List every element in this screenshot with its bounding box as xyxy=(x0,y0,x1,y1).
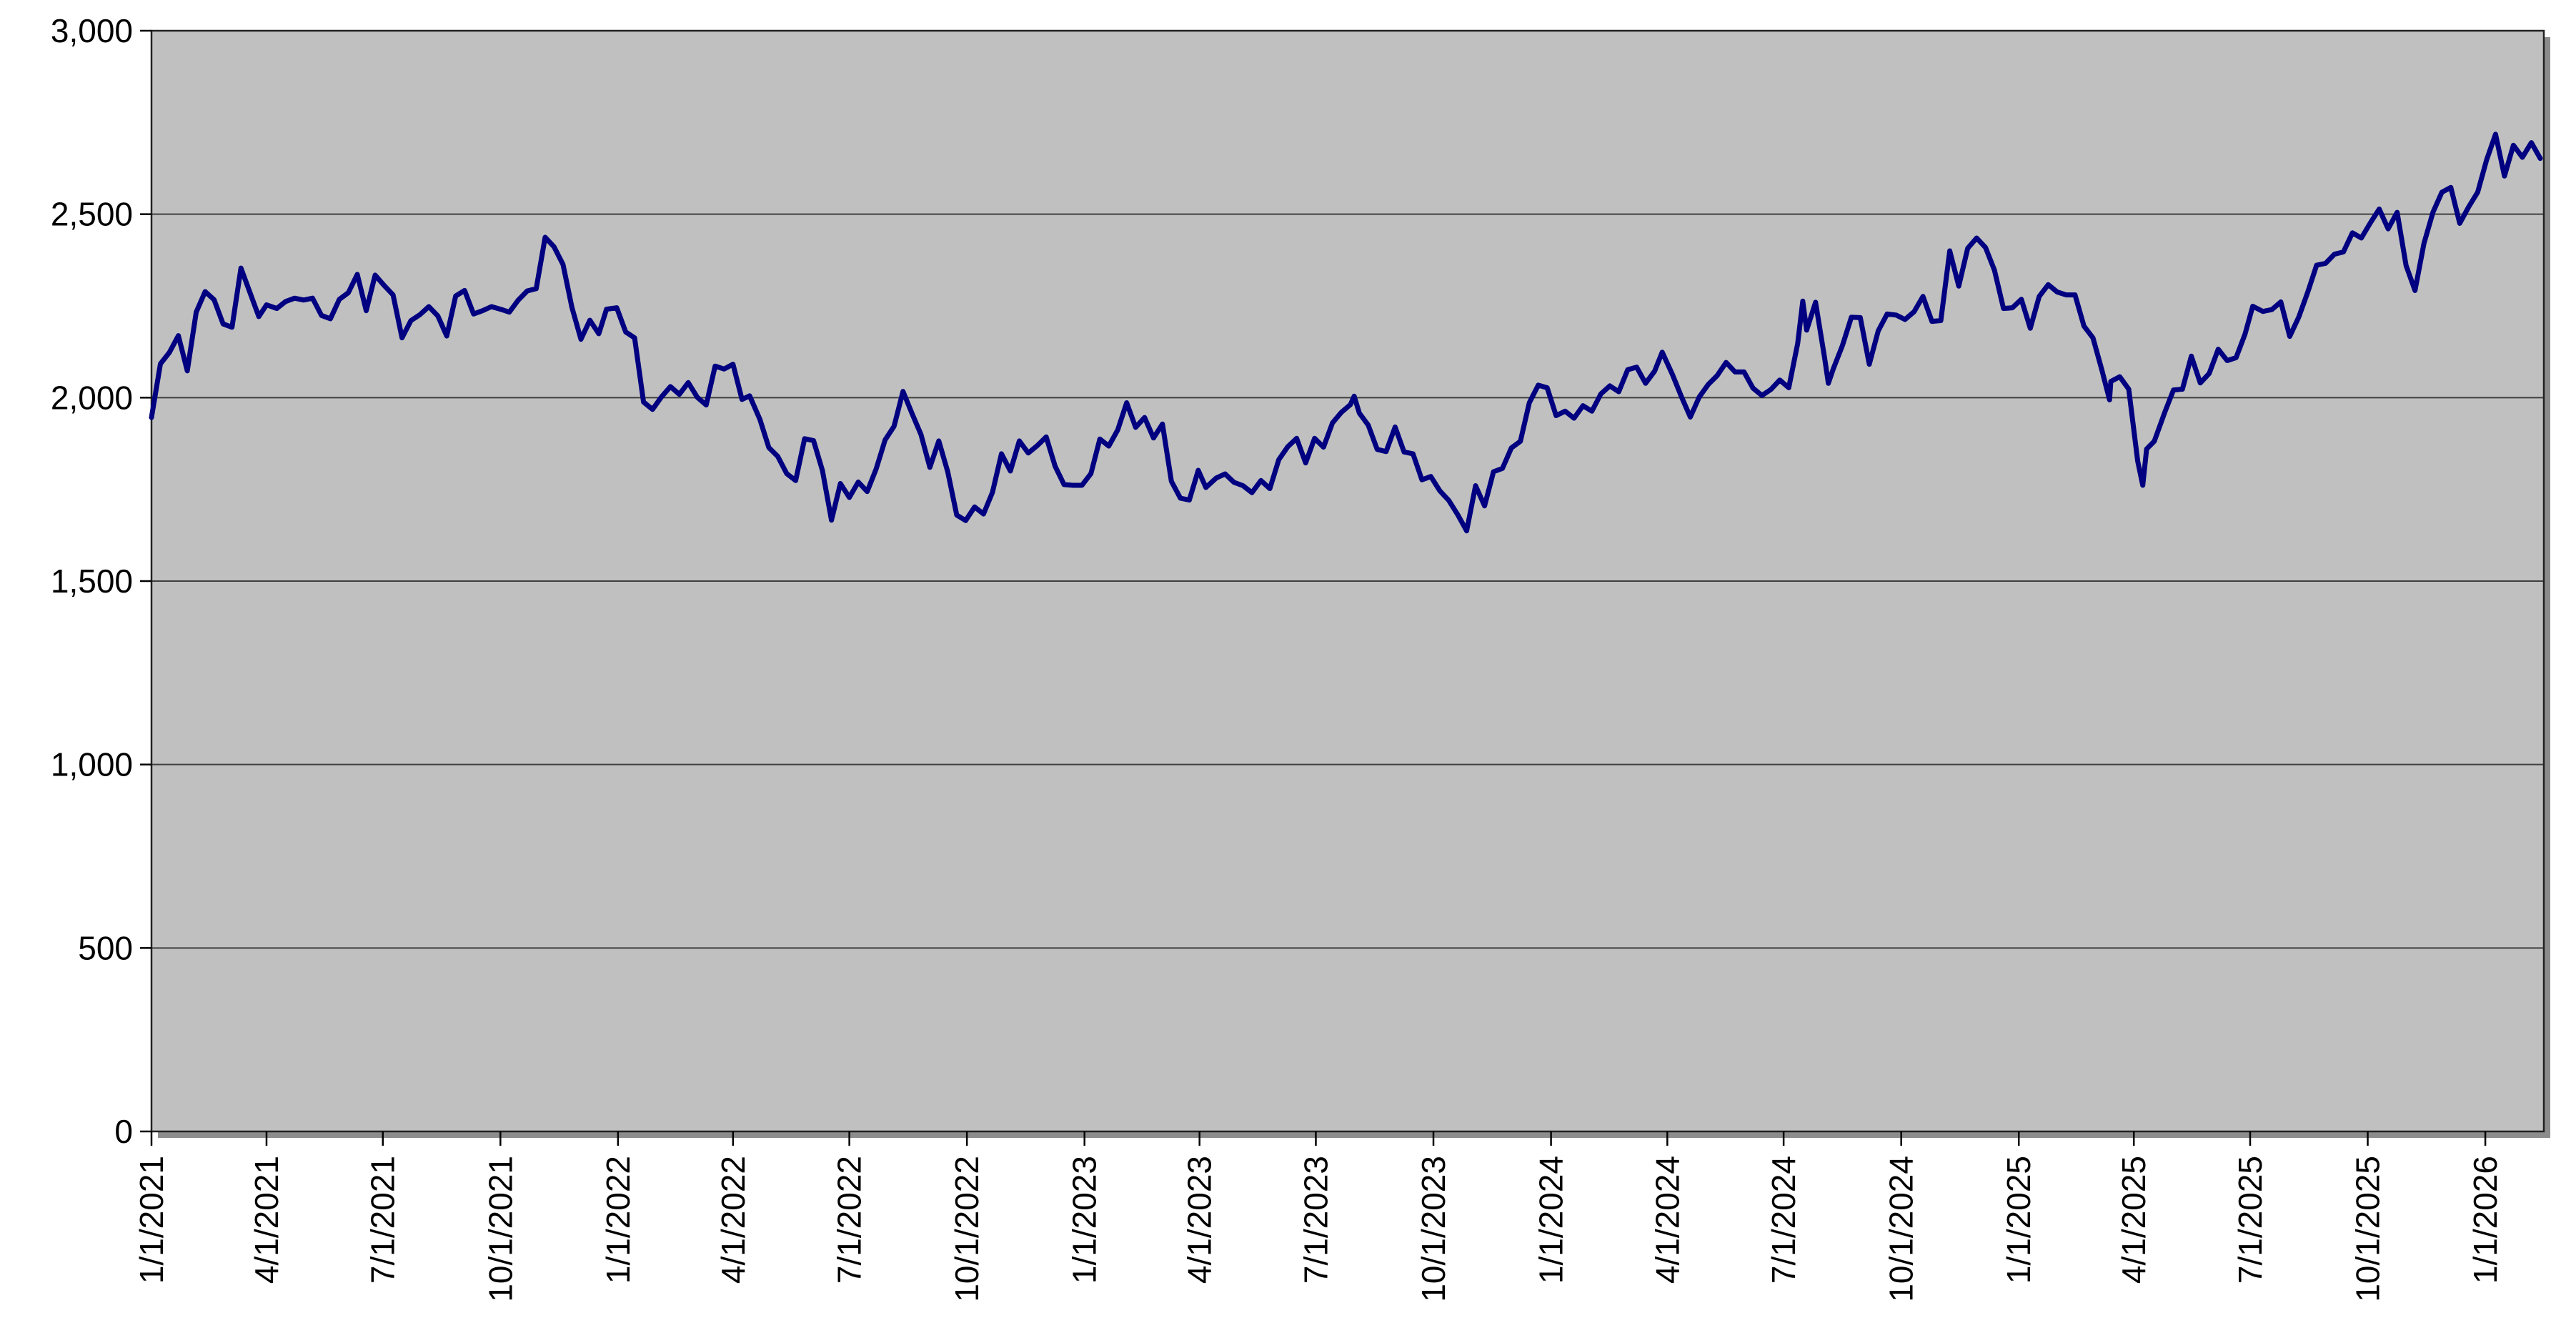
x-tick-label: 4/1/2025 xyxy=(2115,1156,2152,1284)
x-tick-label: 10/1/2025 xyxy=(2349,1156,2387,1302)
y-tick-label: 2,000 xyxy=(51,379,133,416)
x-tick-label: 7/1/2024 xyxy=(1765,1156,1802,1284)
y-tick-label: 500 xyxy=(78,929,133,966)
x-tick-label: 4/1/2024 xyxy=(1648,1156,1686,1284)
y-tick-label: 2,500 xyxy=(51,196,133,233)
y-tick-label: 0 xyxy=(114,1113,133,1150)
x-tick-label: 1/1/2025 xyxy=(2000,1156,2037,1284)
x-tick-label: 1/1/2021 xyxy=(133,1156,170,1284)
x-tick-label: 7/1/2021 xyxy=(364,1156,402,1284)
x-tick-label: 1/1/2026 xyxy=(2467,1156,2504,1284)
y-tick-label: 3,000 xyxy=(51,12,133,49)
x-tick-label: 10/1/2023 xyxy=(1415,1156,1452,1302)
x-tick-label: 4/1/2022 xyxy=(715,1156,752,1284)
x-tick-label: 4/1/2021 xyxy=(248,1156,285,1284)
x-tick-label: 1/1/2022 xyxy=(600,1156,637,1284)
x-tick-label: 1/1/2023 xyxy=(1066,1156,1103,1284)
x-tick-label: 10/1/2024 xyxy=(1883,1156,1920,1302)
x-tick-label: 10/1/2021 xyxy=(482,1156,519,1302)
y-tick-label: 1,000 xyxy=(51,746,133,783)
x-tick-label: 7/1/2023 xyxy=(1297,1156,1334,1284)
y-tick-label: 1,500 xyxy=(51,563,133,600)
x-tick-label: 4/1/2023 xyxy=(1181,1156,1218,1284)
price-line-series xyxy=(149,132,2543,534)
x-tick-label: 7/1/2022 xyxy=(831,1156,868,1284)
x-tick-label: 1/1/2024 xyxy=(1533,1156,1570,1284)
x-tick-label: 7/1/2025 xyxy=(2232,1156,2269,1284)
x-tick-label: 10/1/2022 xyxy=(948,1156,985,1302)
